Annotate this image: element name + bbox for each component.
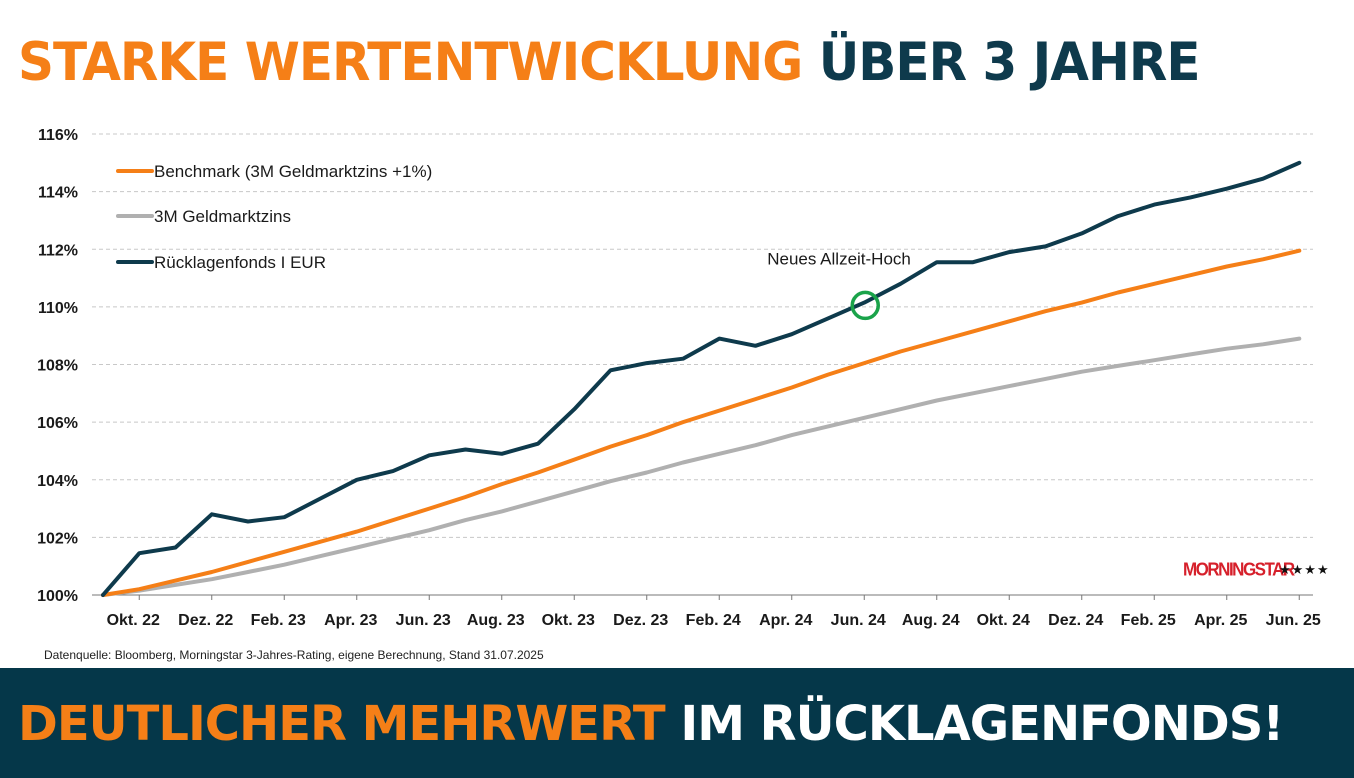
y-tick-label: 102% [37, 530, 78, 547]
x-tick-label: Apr. 23 [324, 612, 377, 629]
x-tick-label: Aug. 24 [902, 612, 960, 629]
x-tick-label: Dez. 22 [178, 612, 233, 629]
x-tick-label: Aug. 23 [467, 612, 525, 629]
x-tick-label: Jun. 25 [1266, 612, 1321, 629]
x-tick-label: Apr. 25 [1194, 612, 1247, 629]
title-rest: ÜBER 3 JAHRE [818, 31, 1201, 93]
data-source-note: Datenquelle: Bloomberg, Morningstar 3-Ja… [44, 648, 544, 662]
performance-line-chart: 100% 102% 104% 106% 108% 110% 112% 114% 116% Okt.… [37, 127, 1321, 629]
footer-text: DEUTLICHER MEHRWERT IM RÜCKLAGENFONDS! [18, 694, 1284, 754]
annotation-label: Neues Allzeit-Hoch [767, 249, 911, 268]
y-tick-label: 106% [37, 415, 78, 432]
y-tick-label: 110% [38, 300, 78, 317]
y-tick-label: 116% [38, 127, 78, 144]
legend-label: 3M Geldmarktzins [154, 207, 291, 226]
y-tick-label: 108% [37, 358, 78, 375]
x-tick-label: Dez. 24 [1048, 612, 1103, 629]
series-line [101, 160, 1302, 597]
x-tick-label: Feb. 23 [251, 612, 306, 629]
x-tick-label: Feb. 25 [1121, 612, 1176, 629]
x-tick-label: Feb. 24 [686, 612, 741, 629]
x-tick-label: Okt. 22 [107, 612, 160, 629]
x-tick-label: Jun. 24 [831, 612, 886, 629]
legend-label: Rücklagenfonds I EUR [154, 253, 326, 272]
y-tick-label: 112% [38, 242, 78, 259]
footer-highlight: DEUTLICHER MEHRWERT [18, 696, 666, 752]
series-line [101, 248, 1302, 597]
page-title: STARKE WERTENTWICKLUNG ÜBER 3 JAHRE [18, 30, 1201, 94]
footer-rest: IM RÜCKLAGENFONDS! [680, 696, 1284, 752]
all-time-high-marker [850, 290, 880, 321]
title-highlight: STARKE WERTENTWICKLUNG [18, 31, 803, 93]
legend-label: Benchmark (3M Geldmarktzins +1%) [154, 162, 432, 181]
footer-banner: DEUTLICHER MEHRWERT IM RÜCKLAGENFONDS! [0, 668, 1354, 778]
series-line [101, 336, 1302, 597]
x-tick-label: Jun. 23 [396, 612, 451, 629]
x-tick-label: Okt. 23 [542, 612, 595, 629]
x-tick-label: Apr. 24 [759, 612, 812, 629]
y-tick-label: 114% [38, 185, 78, 202]
x-tick-label: Okt. 24 [977, 612, 1030, 629]
morningstar-logo: MORNINGSTAR [1183, 559, 1295, 580]
y-tick-label: 104% [37, 473, 78, 490]
y-tick-label: 100% [37, 588, 78, 605]
x-tick-label: Dez. 23 [613, 612, 668, 629]
rating-stars: ★★★★ [1279, 562, 1330, 577]
